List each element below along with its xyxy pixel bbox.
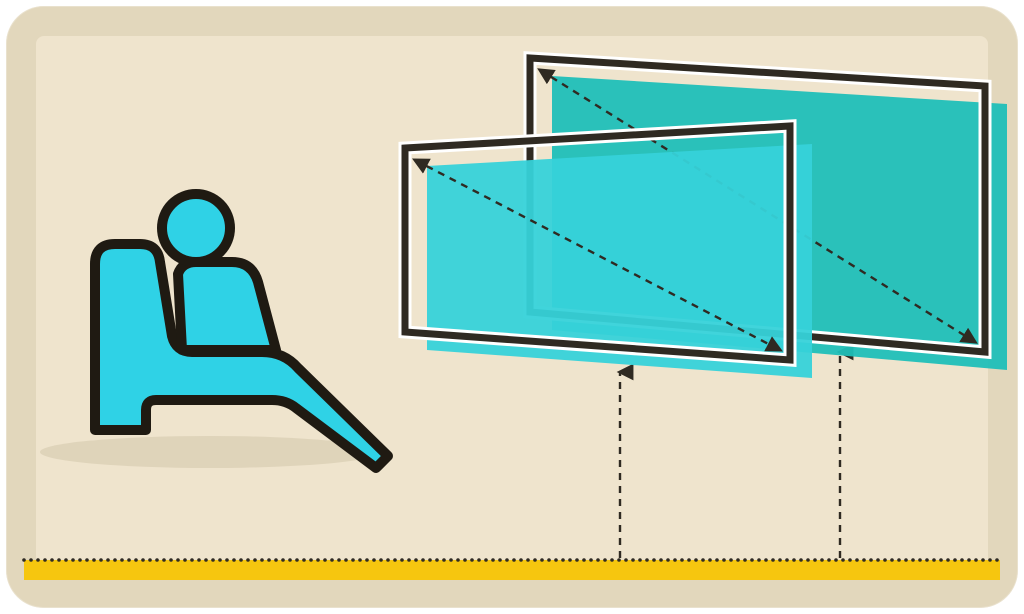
diagram-canvas (0, 0, 1024, 614)
diagram-svg (0, 0, 1024, 614)
person-head-icon (162, 194, 230, 262)
person-shadow (40, 436, 380, 468)
floor-strip (24, 560, 1000, 580)
